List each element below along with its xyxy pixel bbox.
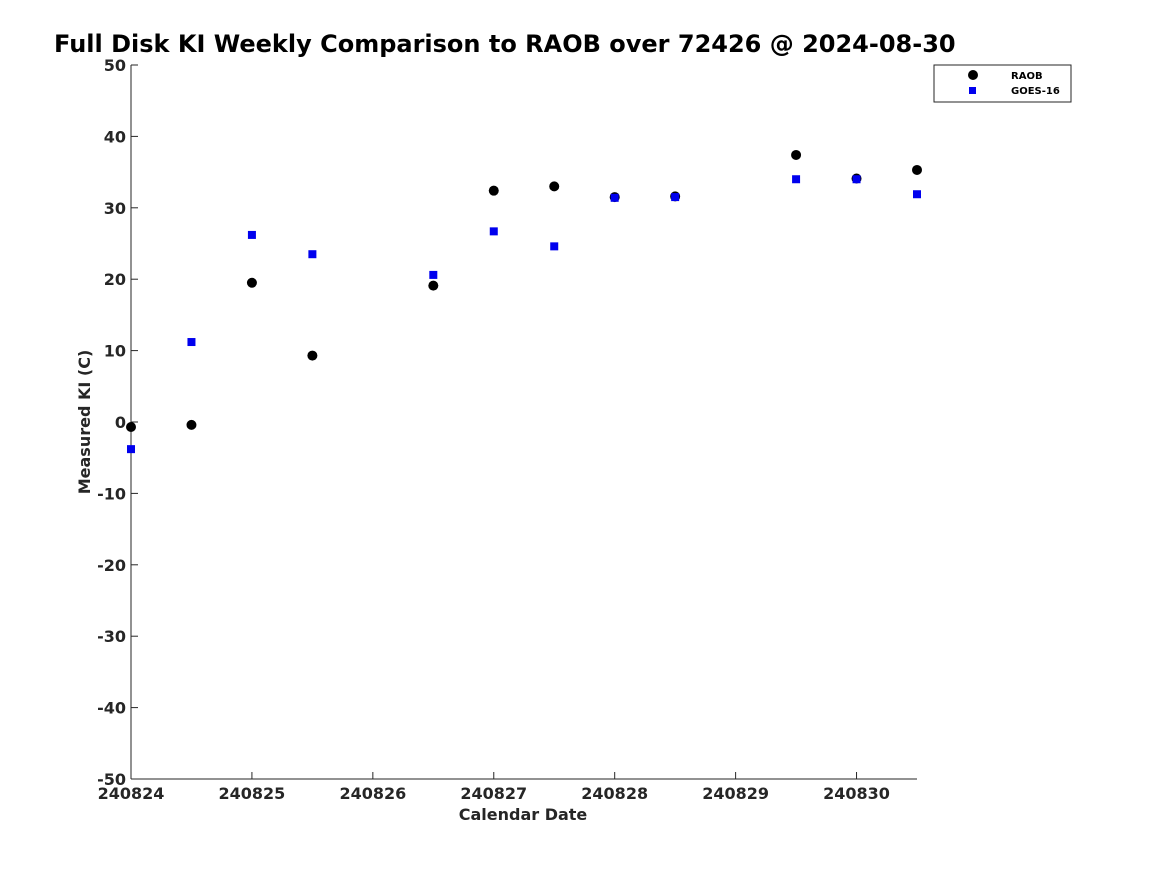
data-point-goes16 [429,270,438,279]
data-point-raob [126,421,136,432]
y-tick-label: 30 [104,199,126,218]
x-tick-label: 240825 [219,784,286,803]
data-point-raob [246,277,257,288]
legend-label-raob: RAOB [1011,71,1043,82]
x-ticks: 240824 240825 240826 240827 240828 240829 2408… [98,772,890,803]
data-point-goes16 [852,175,861,184]
data-point-goes16 [610,193,619,202]
data-point-goes16 [247,230,256,239]
data-point-raob [791,149,802,160]
y-tick-label: 50 [104,56,126,75]
y-axis-label: Measured KI (C) [75,350,94,495]
legend-box [933,64,1072,103]
data-point-raob [488,185,499,196]
x-tick-label: 240824 [98,784,165,803]
data-point-goes16 [308,250,317,259]
data-point-raob [307,350,318,361]
y-ticks: -50 -40 -30 -20 -10 0 10 20 30 40 50 [97,56,138,789]
x-tick-label: 240830 [823,784,890,803]
data-point-raob [549,181,560,192]
y-tick-label: -30 [97,627,126,646]
data-point-raob [186,419,197,430]
x-tick-label: 240827 [460,784,527,803]
y-tick-label: 0 [115,413,126,432]
data-point-goes16 [187,338,196,347]
x-tick-label: 240828 [581,784,648,803]
data-point-goes16 [913,190,921,199]
x-axis-label: Calendar Date [459,805,588,824]
data-point-goes16 [127,445,135,454]
legend: RAOB GOES-16 [933,64,1072,103]
data-point-goes16 [550,242,559,251]
y-tick-label: -40 [97,699,126,718]
data-point-goes16 [671,193,680,202]
y-tick-label: -50 [97,770,126,789]
x-tick-label: 240829 [702,784,769,803]
data-point-goes16 [489,227,498,236]
data-point-goes16 [792,175,801,184]
legend-label-goes16: GOES-16 [1011,86,1060,97]
y-tick-label: -20 [97,556,126,575]
chart-title: Full Disk KI Weekly Comparison to RAOB o… [54,30,956,58]
y-tick-label: 10 [104,342,126,361]
legend-marker-goes16 [969,87,976,94]
plot-points [126,149,922,454]
legend-marker-raob [968,70,978,80]
y-tick-label: 40 [104,127,126,146]
axes [130,65,917,780]
data-point-raob [912,164,922,175]
data-point-raob [428,280,439,291]
y-tick-label: -10 [97,484,126,503]
x-tick-label: 240826 [339,784,406,803]
y-tick-label: 20 [104,270,126,289]
